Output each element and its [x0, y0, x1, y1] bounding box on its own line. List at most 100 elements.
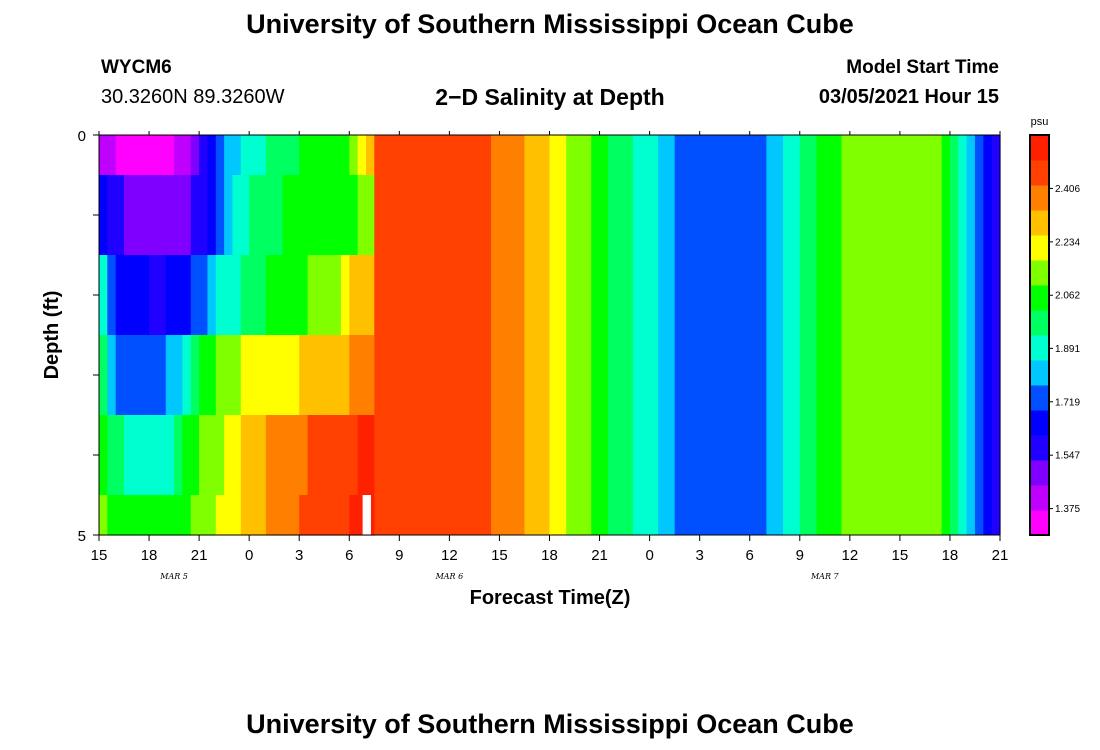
heatmap-cell: [282, 495, 292, 536]
heatmap-cell: [207, 495, 217, 536]
heatmap-cell: [307, 495, 317, 536]
heatmap-cell: [315, 175, 325, 256]
heatmap-cell: [674, 135, 684, 535]
heatmap-cell: [282, 335, 292, 416]
heatmap-cell: [365, 255, 375, 336]
heatmap-cell: [682, 135, 692, 535]
heatmap-cell: [132, 255, 142, 336]
heatmap-cell: [140, 495, 150, 536]
heatmap-cell: [240, 135, 250, 176]
heatmap-cell: [332, 255, 342, 336]
colorbar-segment: [1030, 310, 1049, 336]
heatmap-cell: [441, 135, 450, 535]
x-tick-label: 3: [695, 547, 703, 564]
heatmap-cell: [165, 255, 175, 336]
heatmap-cell: [199, 335, 209, 416]
heatmap-cell: [207, 335, 217, 416]
heatmap-cell: [816, 135, 826, 535]
heatmap-cell: [199, 175, 209, 256]
heatmap-cell: [232, 175, 242, 256]
heatmap-cell: [115, 495, 125, 536]
colorbar-segment: [1030, 485, 1049, 511]
heatmap-cell: [257, 255, 267, 336]
heatmap-cell: [841, 135, 851, 535]
heatmap-cell: [357, 335, 367, 416]
heatmap-cell: [549, 135, 559, 535]
x-tick-label: 6: [345, 547, 353, 564]
date-label: MAR 5: [159, 572, 188, 581]
heatmap-cell: [240, 495, 250, 536]
heatmap-cell: [315, 335, 325, 416]
x-tick-label: 21: [191, 547, 208, 564]
heatmap-cell: [124, 495, 133, 536]
heatmap-cell: [199, 255, 209, 336]
heatmap-cell: [824, 135, 834, 535]
x-tick-label: 15: [892, 547, 909, 564]
x-tick-label: 15: [91, 547, 108, 564]
heatmap-cell: [257, 415, 267, 496]
station-coordinates: 30.3260N 89.3260W: [101, 86, 285, 108]
heatmap-cell: [132, 415, 142, 496]
heatmap-cell: [265, 135, 275, 176]
heatmap-cell: [908, 135, 918, 535]
heatmap-cell: [991, 135, 1001, 535]
heatmap-cell: [249, 255, 259, 336]
heatmap-cell: [99, 495, 108, 536]
heatmap-cell: [140, 255, 150, 336]
heatmap-cell: [924, 135, 934, 535]
heatmap-cell: [290, 495, 300, 536]
heatmap-cell: [532, 135, 542, 535]
station-id: WYCM6: [101, 57, 172, 78]
heatmap-cell: [524, 135, 534, 535]
heatmap-cell: [132, 495, 142, 536]
heatmap-cell: [165, 175, 175, 256]
colorbar-segment: [1030, 460, 1049, 486]
heatmap-cell: [274, 175, 284, 256]
x-tick-label: 3: [295, 547, 303, 564]
heatmap-cell: [307, 415, 317, 496]
main-title: University of Southern Mississippi Ocean…: [246, 9, 854, 39]
heatmap-cell: [124, 135, 133, 176]
heatmap-cell: [340, 495, 350, 536]
heatmap-cell: [274, 335, 284, 416]
x-tick-label: 15: [491, 547, 508, 564]
heatmap-cell: [324, 335, 334, 416]
heatmap-cell: [708, 135, 717, 535]
heatmap-cell: [974, 135, 984, 535]
heatmap-cell: [140, 135, 150, 176]
heatmap-cell: [115, 415, 125, 496]
heatmap-cells: [99, 135, 1001, 536]
colorbar-tick-label: 1.375: [1055, 504, 1080, 515]
heatmap-cell: [140, 175, 150, 256]
missing-data-gap: [362, 495, 371, 535]
heatmap-cell: [182, 415, 192, 496]
heatmap-cell: [157, 135, 167, 176]
heatmap-cell: [799, 135, 809, 535]
heatmap-cell: [182, 135, 192, 176]
date-label: MAR 6: [435, 572, 464, 581]
heatmap-cell: [599, 135, 609, 535]
heatmap-cell: [157, 175, 167, 256]
heatmap-cell: [124, 335, 133, 416]
heatmap-cell: [649, 135, 659, 535]
heatmap-cell: [174, 335, 184, 416]
heatmap-cell: [165, 495, 175, 536]
heatmap-cell: [207, 255, 217, 336]
heatmap-cell: [274, 495, 284, 536]
heatmap-cell: [699, 135, 709, 535]
heatmap-cell: [758, 135, 768, 535]
heatmap-cell: [107, 495, 117, 536]
heatmap-cell: [99, 135, 108, 176]
heatmap-cell: [624, 135, 634, 535]
heatmap-cell: [157, 255, 167, 336]
heatmap-cell: [933, 135, 943, 535]
heatmap-cell: [357, 495, 367, 536]
heatmap-cell: [224, 415, 234, 496]
heatmap-cell: [207, 175, 217, 256]
colorbar-unit-label: psu: [1031, 116, 1049, 128]
heatmap-cell: [282, 415, 292, 496]
heatmap-cell: [340, 335, 350, 416]
heatmap-cell: [557, 135, 567, 535]
heatmap-cell: [182, 495, 192, 536]
heatmap-cell: [499, 135, 509, 535]
